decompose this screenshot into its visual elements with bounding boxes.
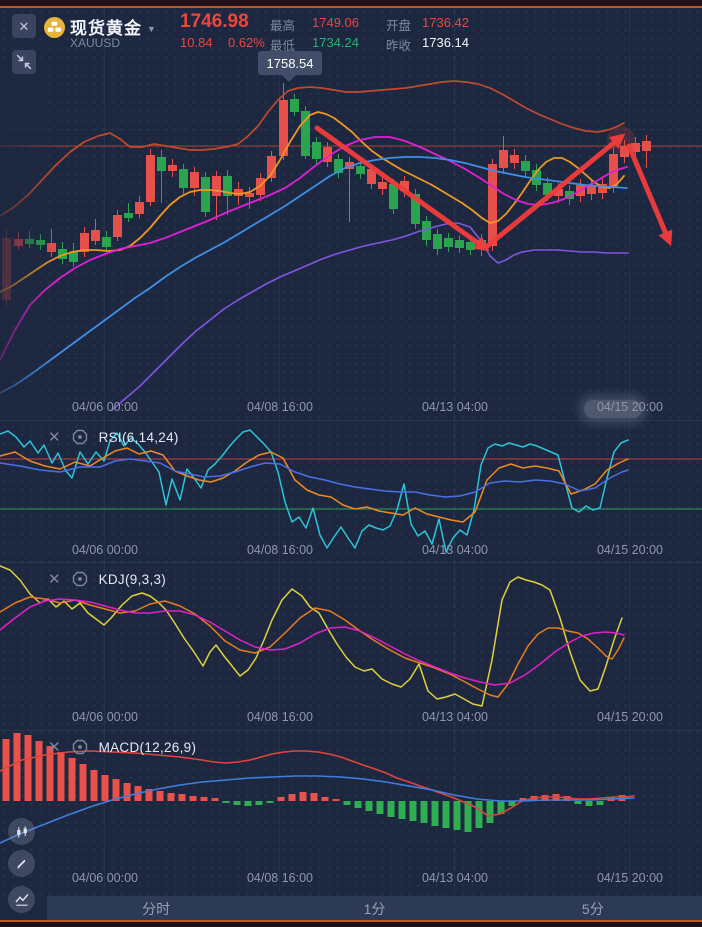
time-label: 04/15 20:00 <box>596 400 664 414</box>
pencil-icon <box>17 859 26 869</box>
kdj-title: KDJ(9,3,3) <box>98 571 167 587</box>
line-chart-icon <box>15 893 28 906</box>
time-axis-main: 04/06 00:00 04/08 16:00 04/13 04:00 04/1… <box>0 400 702 418</box>
prev-close-label: 昨收 <box>386 39 412 53</box>
time-label: 04/08 16:00 <box>246 871 314 885</box>
time-label: 04/08 16:00 <box>246 400 314 414</box>
rsi-title: RSI(6,14,24) <box>98 429 179 445</box>
time-label: 04/15 20:00 <box>596 543 664 557</box>
prev-close-value: 1736.14 <box>422 35 469 50</box>
bottom-edge <box>0 922 702 927</box>
close-icon[interactable]: ✕ <box>48 429 61 446</box>
top-orange-line <box>0 6 702 8</box>
symbol-code: XAUUSD <box>70 36 121 50</box>
last-price: 1746.98 <box>180 11 249 32</box>
price-change: 10.84 <box>180 35 213 50</box>
symbol-name: 现货黄金 ▼ <box>70 19 157 38</box>
bottom-orange-line <box>0 920 702 922</box>
time-label: 04/15 20:00 <box>596 871 664 885</box>
collapse-icon <box>16 54 32 70</box>
time-label: 04/06 00:00 <box>71 543 139 557</box>
chart-type-button[interactable] <box>8 818 35 845</box>
indicator-button[interactable] <box>8 886 35 913</box>
crosshair-date-pill <box>584 400 642 418</box>
high-value: 1749.06 <box>312 15 359 30</box>
left-fade <box>0 60 55 420</box>
gold-symbol-icon <box>44 17 65 38</box>
price-flag-value: 1758.54 <box>266 55 314 71</box>
close-icon: ✕ <box>18 18 30 34</box>
open-value: 1736.42 <box>422 15 469 30</box>
time-label: 04/13 04:00 <box>421 871 489 885</box>
timeframe-tab-bar: 分时 1分 5分 <box>47 896 702 921</box>
tab-1min[interactable]: 1分 <box>363 900 386 917</box>
close-icon[interactable]: ✕ <box>48 739 61 756</box>
time-axis-macd: 04/06 00:00 04/08 16:00 04/13 04:00 04/1… <box>0 871 702 889</box>
instrument-selector[interactable]: 现货黄金 ▼ XAUUSD <box>44 14 174 58</box>
time-label: 04/08 16:00 <box>246 543 314 557</box>
time-axis-rsi: 04/06 00:00 04/08 16:00 04/13 04:00 04/1… <box>0 543 702 561</box>
tab-5min[interactable]: 5分 <box>581 900 604 917</box>
time-label: 04/13 04:00 <box>421 543 489 557</box>
low-value: 1734.24 <box>312 35 359 50</box>
open-label: 开盘 <box>386 19 412 33</box>
kdj-panel-header: ✕ KDJ(9,3,3) <box>48 568 166 590</box>
close-chart-button[interactable]: ✕ <box>12 14 36 38</box>
chevron-down-icon: ▼ <box>147 24 157 34</box>
dot-texture <box>0 8 702 896</box>
price-change-pct: 0.62% <box>228 35 265 50</box>
time-label: 04/13 04:00 <box>421 400 489 414</box>
price-flag: 1758.54 <box>258 51 322 82</box>
time-label: 04/15 20:00 <box>596 710 664 724</box>
time-label: 04/13 04:00 <box>421 710 489 724</box>
candlestick-icon <box>16 825 27 838</box>
rsi-panel-header: ✕ RSI(6,14,24) <box>48 426 179 448</box>
collapse-button[interactable] <box>12 50 36 74</box>
top-edge <box>0 0 702 6</box>
gear-icon[interactable] <box>71 738 89 756</box>
time-label: 04/08 16:00 <box>246 710 314 724</box>
tab-timeshare[interactable]: 分时 <box>142 900 171 917</box>
high-label: 最高 <box>270 19 296 33</box>
macd-title: MACD(12,26,9) <box>98 739 197 755</box>
time-label: 04/06 00:00 <box>71 400 139 414</box>
gear-icon[interactable] <box>71 428 89 446</box>
gear-icon[interactable] <box>71 570 89 588</box>
draw-button[interactable] <box>8 850 35 877</box>
low-label: 最低 <box>270 39 296 53</box>
macd-panel-header: ✕ MACD(12,26,9) <box>48 736 196 758</box>
time-label: 04/06 00:00 <box>71 710 139 724</box>
time-axis-kdj: 04/06 00:00 04/08 16:00 04/13 04:00 04/1… <box>0 710 702 728</box>
close-icon[interactable]: ✕ <box>48 571 61 588</box>
time-label: 04/06 00:00 <box>71 871 139 885</box>
